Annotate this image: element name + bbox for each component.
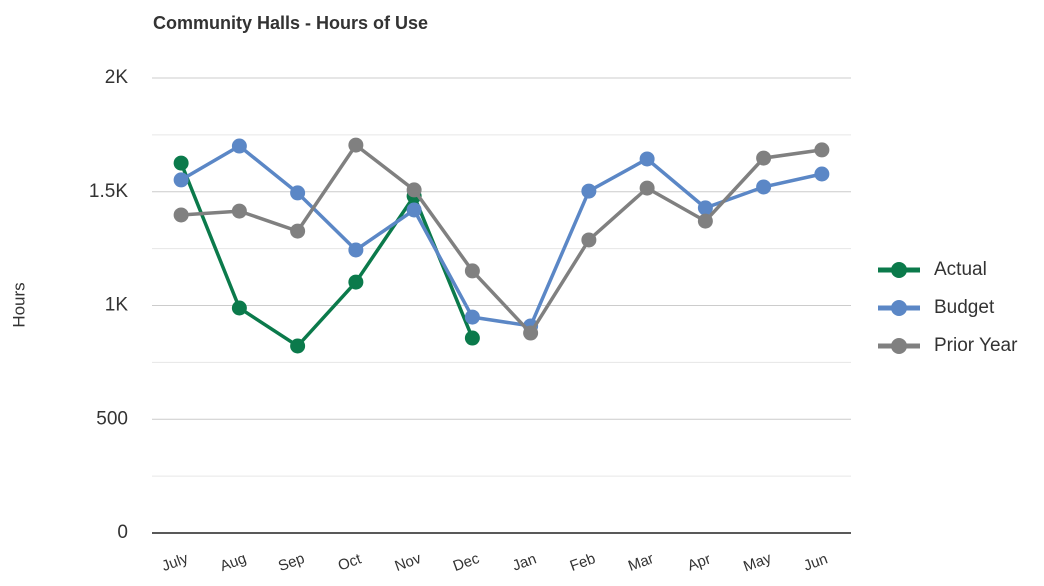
legend-label: Budget <box>934 297 995 318</box>
series-point <box>290 338 306 354</box>
legend-label: Prior Year <box>934 335 1018 356</box>
chart-title: Community Halls - Hours of Use <box>153 13 428 33</box>
series-point <box>348 274 364 290</box>
series-point <box>814 166 830 182</box>
y-tick-label: 500 <box>96 408 128 429</box>
series-point <box>697 213 713 229</box>
series-point <box>464 263 480 279</box>
legend-label: Actual <box>934 259 987 280</box>
x-tick-label: Jun <box>801 550 830 574</box>
x-tick-label: Jan <box>510 550 539 574</box>
series-point <box>173 207 189 223</box>
x-tick-label: Feb <box>568 550 598 575</box>
series-point <box>464 309 480 325</box>
legend-marker <box>891 262 907 278</box>
y-axis-label: Hours <box>9 282 28 327</box>
series-point <box>348 242 364 258</box>
legend-marker <box>891 338 907 354</box>
series-point <box>173 155 189 171</box>
series-point <box>173 172 189 188</box>
series-point <box>464 330 480 346</box>
series-point <box>406 182 422 198</box>
series-point <box>697 200 713 216</box>
x-tick-label: Oct <box>336 550 365 574</box>
series-point <box>581 232 597 248</box>
series-point <box>231 203 247 219</box>
y-tick-label: 2K <box>105 67 129 88</box>
series-point <box>290 185 306 201</box>
series-point <box>639 180 655 196</box>
y-tick-label: 1.5K <box>89 181 128 202</box>
series-point <box>639 151 655 167</box>
series-point <box>756 150 772 166</box>
series-line <box>180 143 823 328</box>
x-tick-label: May <box>741 549 774 575</box>
series-point <box>814 142 830 158</box>
y-tick-label: 0 <box>117 522 128 543</box>
x-tick-label: Aug <box>218 550 249 575</box>
x-tick-label: Dec <box>451 550 482 575</box>
series-point <box>523 325 539 341</box>
series-line <box>179 162 474 349</box>
series-point <box>290 223 306 239</box>
y-tick-label: 1K <box>105 295 129 316</box>
series-line <box>181 142 823 336</box>
x-tick-label: Apr <box>685 551 713 575</box>
series-point <box>581 183 597 199</box>
x-tick-label: Mar <box>626 550 656 575</box>
series-point <box>756 179 772 195</box>
x-tick-label: Nov <box>392 550 423 575</box>
x-tick-label: July <box>159 550 190 575</box>
series-point <box>231 138 247 154</box>
series-point <box>406 202 422 218</box>
series-point <box>231 300 247 316</box>
legend-marker <box>891 300 907 316</box>
series-point <box>348 137 364 153</box>
x-tick-label: Sep <box>276 550 307 575</box>
